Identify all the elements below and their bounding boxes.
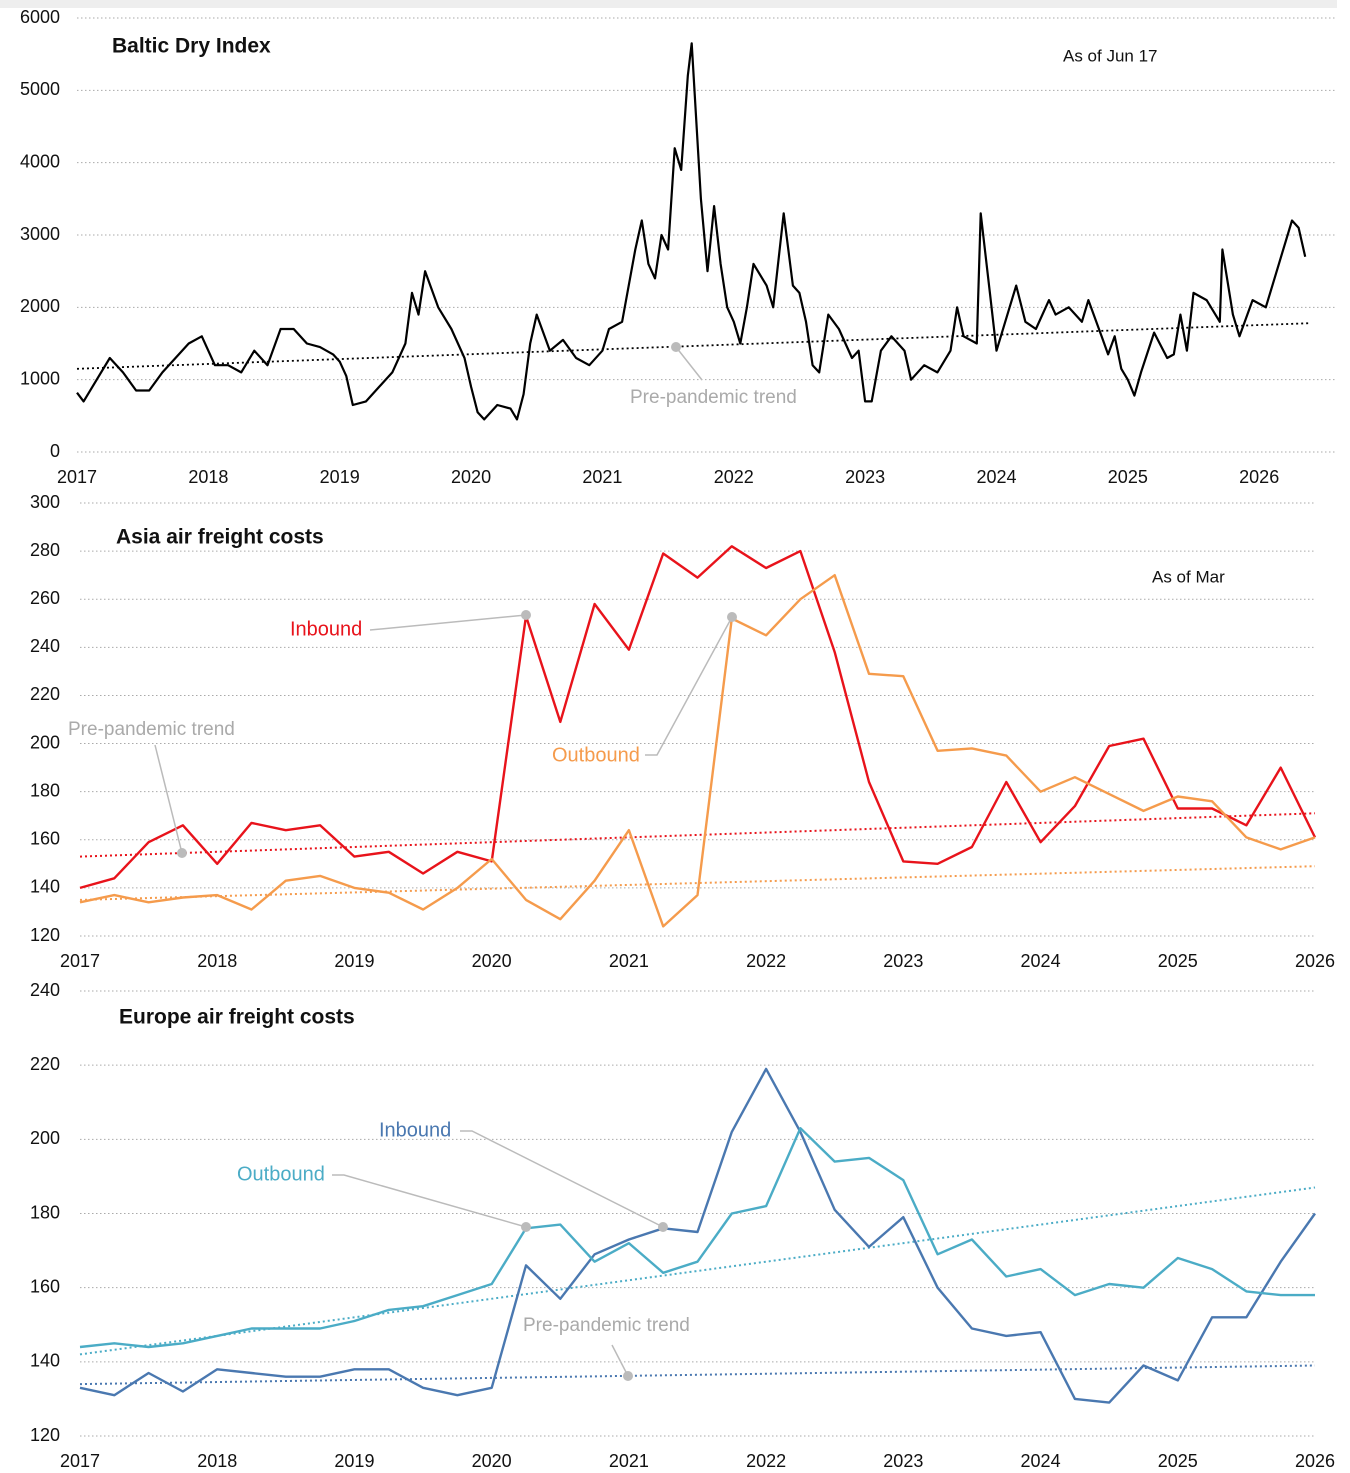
series-line xyxy=(76,42,1307,421)
y-tick-label: 160 xyxy=(30,1276,60,1296)
y-tick-label: 200 xyxy=(30,732,60,752)
x-tick-label: 2020 xyxy=(472,1451,512,1471)
leader-line xyxy=(675,346,703,381)
pointer-dot xyxy=(623,1371,633,1381)
x-tick-label: 2022 xyxy=(714,467,754,487)
x-tick-label: 2020 xyxy=(451,467,491,487)
x-tick-label: 2025 xyxy=(1158,951,1198,971)
y-tick-label: 0 xyxy=(50,441,60,461)
y-tick-label: 120 xyxy=(30,925,60,945)
x-tick-label: 2025 xyxy=(1108,467,1148,487)
trend-label: Pre-pandemic trend xyxy=(68,719,235,740)
y-tick-label: 3000 xyxy=(20,224,60,244)
y-tick-label: 1000 xyxy=(20,368,60,388)
trend-line xyxy=(79,812,1316,858)
leader-line xyxy=(460,1130,664,1228)
annotation: As of Mar xyxy=(1152,567,1225,586)
x-tick-label: 2024 xyxy=(1021,1451,1061,1471)
x-tick-label: 2023 xyxy=(883,1451,923,1471)
series-label: Inbound xyxy=(290,618,362,640)
y-tick-label: 240 xyxy=(30,980,60,1000)
x-tick-label: 2021 xyxy=(609,951,649,971)
x-tick-label: 2026 xyxy=(1239,467,1279,487)
pointer-dot xyxy=(727,612,737,622)
trend-line xyxy=(76,322,1310,370)
top-bar xyxy=(0,0,1337,8)
x-tick-label: 2026 xyxy=(1295,951,1335,971)
pointer-dot xyxy=(521,1222,531,1232)
x-tick-label: 2019 xyxy=(334,951,374,971)
series-line xyxy=(79,545,1317,890)
y-tick-label: 2000 xyxy=(20,296,60,316)
y-tick-label: 280 xyxy=(30,540,60,560)
series-label: Outbound xyxy=(237,1163,325,1185)
y-tick-label: 220 xyxy=(30,684,60,704)
leader-line xyxy=(154,744,183,854)
x-tick-label: 2022 xyxy=(746,1451,786,1471)
x-tick-label: 2022 xyxy=(746,951,786,971)
x-tick-label: 2024 xyxy=(976,467,1016,487)
chart-title: Europe air freight costs xyxy=(119,1006,355,1029)
series-label: Outbound xyxy=(552,744,640,766)
y-tick-label: 160 xyxy=(30,829,60,849)
x-tick-label: 2021 xyxy=(609,1451,649,1471)
pointer-dot xyxy=(177,848,187,858)
y-tick-label: 240 xyxy=(30,636,60,656)
trend-label: Pre-pandemic trend xyxy=(630,387,797,408)
y-tick-label: 200 xyxy=(30,1128,60,1148)
pointer-dot xyxy=(671,342,681,352)
x-tick-label: 2025 xyxy=(1158,1451,1198,1471)
y-tick-label: 120 xyxy=(30,1425,60,1445)
trend-line xyxy=(79,865,1316,901)
x-tick-label: 2018 xyxy=(197,1451,237,1471)
y-tick-label: 300 xyxy=(30,492,60,512)
trend-line xyxy=(79,1364,1316,1386)
y-tick-label: 4000 xyxy=(20,151,60,171)
x-tick-label: 2023 xyxy=(845,467,885,487)
pointer-dot xyxy=(658,1222,668,1232)
x-tick-label: 2023 xyxy=(883,951,923,971)
y-tick-label: 260 xyxy=(30,588,60,608)
series-line xyxy=(79,1127,1315,1349)
x-tick-label: 2018 xyxy=(188,467,228,487)
y-tick-label: 180 xyxy=(30,780,60,800)
leader-line xyxy=(369,614,527,631)
series-line xyxy=(79,574,1316,928)
pointer-dot xyxy=(521,610,531,620)
annotation: As of Jun 17 xyxy=(1063,46,1158,65)
x-tick-label: 2019 xyxy=(334,1451,374,1471)
x-tick-label: 2017 xyxy=(57,467,97,487)
y-tick-label: 6000 xyxy=(20,7,60,27)
x-tick-label: 2021 xyxy=(582,467,622,487)
series-line xyxy=(79,1067,1316,1404)
series-label: Inbound xyxy=(379,1119,451,1141)
x-tick-label: 2024 xyxy=(1021,951,1061,971)
x-tick-label: 2020 xyxy=(472,951,512,971)
x-tick-label: 2026 xyxy=(1295,1451,1335,1471)
x-tick-label: 2019 xyxy=(320,467,360,487)
y-tick-label: 220 xyxy=(30,1054,60,1074)
trend-label: Pre-pandemic trend xyxy=(523,1315,690,1336)
leader-line xyxy=(611,1344,629,1377)
y-tick-label: 180 xyxy=(30,1202,60,1222)
y-tick-label: 140 xyxy=(30,877,60,897)
chart-title: Asia air freight costs xyxy=(116,526,324,549)
x-tick-label: 2018 xyxy=(197,951,237,971)
leader-line xyxy=(332,1174,527,1228)
y-tick-label: 5000 xyxy=(20,79,60,99)
y-tick-label: 140 xyxy=(30,1351,60,1371)
chart-title: Baltic Dry Index xyxy=(112,35,271,58)
leader-line xyxy=(645,616,733,756)
x-tick-label: 2017 xyxy=(60,951,100,971)
x-tick-label: 2017 xyxy=(60,1451,100,1471)
